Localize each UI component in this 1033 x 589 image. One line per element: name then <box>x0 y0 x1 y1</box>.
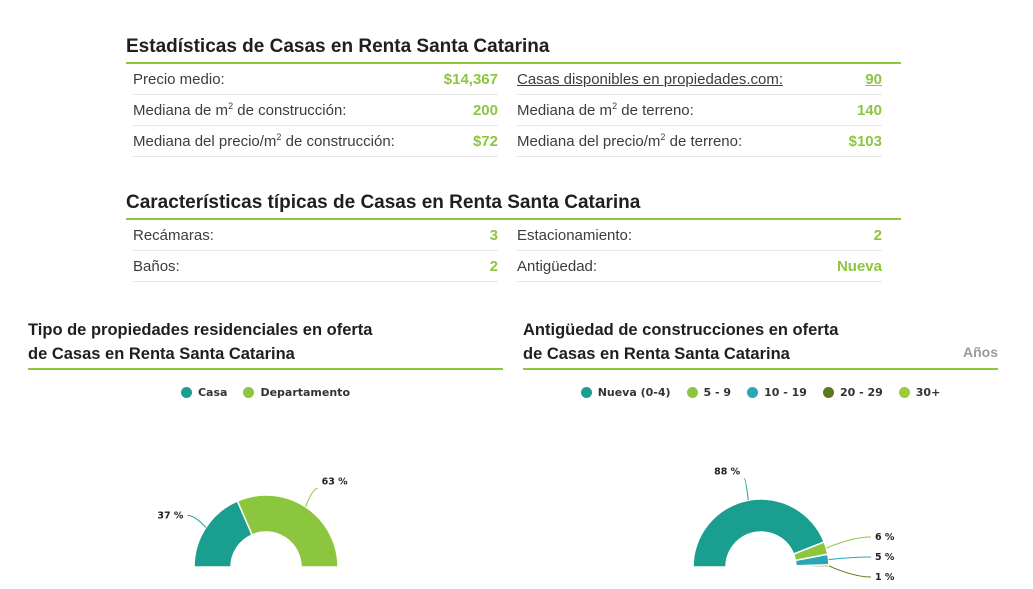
legend-item[interactable]: 30+ <box>898 386 941 399</box>
chart-legend: Nueva (0-4) 5 - 9 10 - 19 20 - 29 30+ <box>523 386 998 399</box>
stat-value: $72 <box>472 132 498 150</box>
features-left-column: Recámaras: 3 Baños: 2 <box>133 220 498 282</box>
leader-line <box>828 565 872 578</box>
feature-row-antiguedad: Antigüedad: Nueva <box>517 251 882 282</box>
legend-swatch <box>822 387 834 398</box>
casas-disponibles-link[interactable]: Casas disponibles en propiedades.com: <box>517 70 783 88</box>
chart-antiguedad: Antigüedad de construcciones en oferta d… <box>523 318 998 589</box>
stat-value: 140 <box>856 101 882 119</box>
donut-slice[interactable] <box>692 498 826 568</box>
feature-label: Estacionamiento: <box>517 226 633 244</box>
chart-unit-label: Años <box>963 344 998 360</box>
legend-label: 10 - 19 <box>764 386 807 399</box>
casas-disponibles-count-link[interactable]: 90 <box>865 70 882 88</box>
feature-label: Recámaras: <box>133 226 214 244</box>
data-label: 37 % <box>157 510 184 521</box>
stat-label: Mediana de m2 de construcción: <box>133 100 347 119</box>
legend-swatch <box>747 387 759 398</box>
features-title: Características típicas de Casas en Rent… <box>126 192 901 220</box>
feature-value: 2 <box>489 257 498 275</box>
legend-swatch <box>180 387 192 398</box>
stat-row-m2-terreno: Mediana de m2 de terreno: 140 <box>517 95 882 126</box>
donut-chart: 88 % 6 % 5 % 1 % <box>692 467 895 583</box>
stats-section: Estadísticas de Casas en Renta Santa Cat… <box>126 36 901 157</box>
legend-item[interactable]: 5 - 9 <box>686 386 732 399</box>
legend-label: 20 - 29 <box>839 386 883 399</box>
stats-left-column: Precio medio: $14,367 Mediana de m2 de c… <box>133 64 498 157</box>
data-label: 63 % <box>322 476 349 487</box>
stat-value: $103 <box>848 132 882 150</box>
leader-line <box>187 514 207 528</box>
stat-label: Mediana del precio/m2 de terreno: <box>517 131 743 150</box>
legend-item[interactable]: Casa <box>180 386 228 399</box>
features-section: Características típicas de Casas en Rent… <box>126 192 901 282</box>
stat-row-casas-disponibles[interactable]: Casas disponibles en propiedades.com: 90 <box>517 64 882 95</box>
legend-item[interactable]: Departamento <box>243 386 350 399</box>
stat-row-precio-m2-terreno: Mediana del precio/m2 de terreno: $103 <box>517 126 882 157</box>
stats-right-column: Casas disponibles en propiedades.com: 90… <box>517 64 882 157</box>
donut-slice[interactable] <box>795 564 830 568</box>
donut-chart: 37 % 63 % <box>157 476 349 568</box>
feature-row-estacionamiento: Estacionamiento: 2 <box>517 220 882 251</box>
stats-title: Estadísticas de Casas en Renta Santa Cat… <box>126 36 901 64</box>
legend-label: Nueva (0-4) <box>597 386 671 399</box>
leader-line <box>743 478 749 501</box>
legend-swatch <box>243 387 255 398</box>
stat-row-precio-m2-construccion: Mediana del precio/m2 de construcción: $… <box>133 126 498 157</box>
legend-swatch <box>686 387 698 398</box>
chart-title: Tipo de propiedades residenciales en ofe… <box>28 318 503 370</box>
data-label: 5 % <box>875 552 895 563</box>
legend-swatch <box>580 387 592 398</box>
feature-value: Nueva <box>836 257 882 275</box>
legend-item[interactable]: 20 - 29 <box>822 386 883 399</box>
legend-label: 30+ <box>915 386 941 399</box>
stat-row-m2-construccion: Mediana de m2 de construcción: 200 <box>133 95 498 126</box>
data-label: 6 % <box>875 532 895 543</box>
legend-item[interactable]: 10 - 19 <box>747 386 807 399</box>
feature-value: 3 <box>489 226 498 244</box>
feature-row-recamaras: Recámaras: 3 <box>133 220 498 251</box>
legend-label: Casa <box>197 386 228 399</box>
feature-row-banos: Baños: 2 <box>133 251 498 282</box>
legend-label: Departamento <box>260 386 351 399</box>
stat-label: Mediana del precio/m2 de construcción: <box>133 131 395 150</box>
features-grid: Recámaras: 3 Baños: 2 Estacionamiento: 2… <box>126 220 901 282</box>
leader-line <box>305 487 318 508</box>
feature-label: Baños: <box>133 257 180 275</box>
donut-slice[interactable] <box>236 494 339 568</box>
chart-title: Antigüedad de construcciones en oferta d… <box>523 318 998 370</box>
data-label: 1 % <box>875 572 895 583</box>
feature-label: Antigüedad: <box>517 257 598 275</box>
stat-row-precio-medio: Precio medio: $14,367 <box>133 64 498 95</box>
stat-label: Precio medio: <box>133 70 225 88</box>
data-label: 88 % <box>714 467 741 478</box>
features-right-column: Estacionamiento: 2 Antigüedad: Nueva <box>517 220 882 282</box>
leader-line <box>828 556 872 561</box>
chart-tipo-propiedades: Tipo de propiedades residenciales en ofe… <box>28 318 503 589</box>
stats-grid: Precio medio: $14,367 Mediana de m2 de c… <box>126 64 901 157</box>
legend-swatch <box>898 387 910 398</box>
leader-line <box>826 536 872 549</box>
stat-value: 200 <box>472 101 498 119</box>
legend-item[interactable]: Nueva (0-4) <box>580 386 671 399</box>
legend-label: 5 - 9 <box>703 386 732 399</box>
stat-value: $14,367 <box>443 70 498 88</box>
chart-legend: Casa Departamento <box>28 386 503 399</box>
feature-value: 2 <box>873 226 882 244</box>
stat-label: Mediana de m2 de terreno: <box>517 100 694 119</box>
